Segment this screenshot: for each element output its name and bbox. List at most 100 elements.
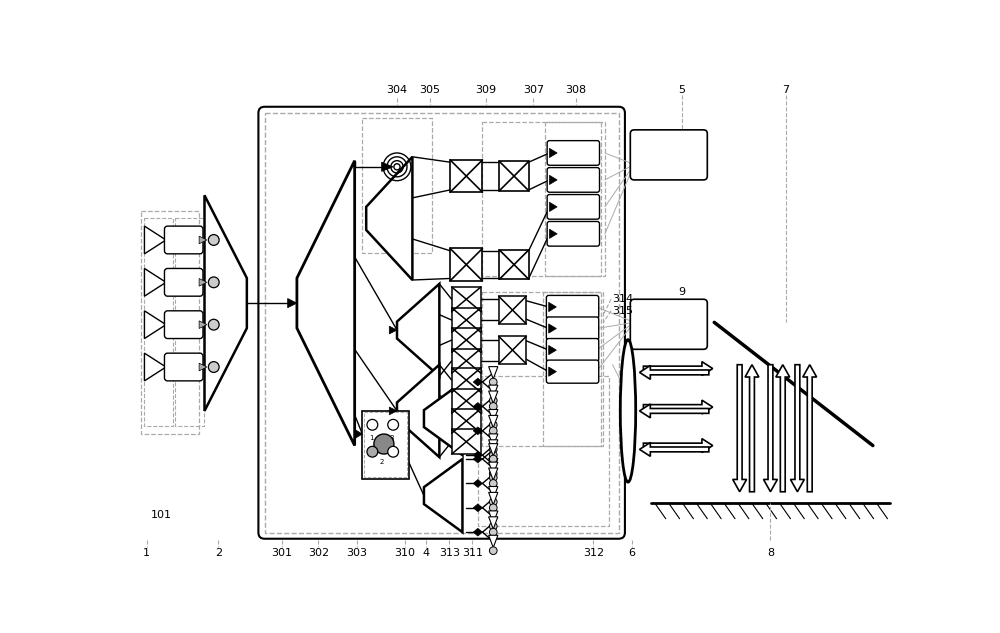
Text: 4: 4 <box>423 548 430 558</box>
Text: 1: 1 <box>369 435 374 441</box>
Polygon shape <box>489 415 498 428</box>
Ellipse shape <box>620 340 636 482</box>
FancyBboxPatch shape <box>362 411 409 479</box>
FancyBboxPatch shape <box>450 160 482 192</box>
FancyBboxPatch shape <box>546 339 599 361</box>
Text: 315: 315 <box>613 306 634 316</box>
FancyBboxPatch shape <box>546 317 599 340</box>
FancyBboxPatch shape <box>452 389 481 413</box>
FancyBboxPatch shape <box>452 349 481 373</box>
Text: 8: 8 <box>767 548 774 558</box>
Polygon shape <box>199 363 207 371</box>
Text: 302: 302 <box>308 548 329 558</box>
Polygon shape <box>489 367 498 379</box>
Polygon shape <box>473 455 482 463</box>
Circle shape <box>208 361 219 372</box>
Polygon shape <box>473 529 482 536</box>
Polygon shape <box>745 365 759 492</box>
Polygon shape <box>205 196 247 411</box>
Polygon shape <box>397 284 439 376</box>
Text: 305: 305 <box>420 85 441 95</box>
Polygon shape <box>389 407 397 415</box>
Circle shape <box>208 277 219 288</box>
FancyBboxPatch shape <box>546 296 599 318</box>
Text: 5: 5 <box>678 85 685 95</box>
Polygon shape <box>297 161 355 446</box>
FancyBboxPatch shape <box>547 141 600 165</box>
Circle shape <box>489 470 497 477</box>
FancyBboxPatch shape <box>452 328 481 353</box>
Polygon shape <box>640 365 709 379</box>
Polygon shape <box>144 268 166 296</box>
Polygon shape <box>199 279 207 286</box>
Polygon shape <box>489 487 498 499</box>
Circle shape <box>367 446 378 457</box>
Polygon shape <box>733 365 747 492</box>
FancyBboxPatch shape <box>452 408 481 433</box>
FancyBboxPatch shape <box>164 268 203 296</box>
Polygon shape <box>424 459 462 532</box>
Text: 301: 301 <box>271 548 292 558</box>
Text: 308: 308 <box>565 85 586 95</box>
FancyBboxPatch shape <box>164 226 203 254</box>
Polygon shape <box>489 462 498 475</box>
Text: 307: 307 <box>523 85 544 95</box>
Circle shape <box>489 421 497 429</box>
Polygon shape <box>549 229 557 239</box>
Text: 312: 312 <box>583 548 604 558</box>
Polygon shape <box>549 303 556 311</box>
Circle shape <box>489 427 497 435</box>
Polygon shape <box>549 148 557 158</box>
Polygon shape <box>643 400 713 414</box>
FancyBboxPatch shape <box>499 161 529 191</box>
FancyBboxPatch shape <box>499 296 526 324</box>
Polygon shape <box>549 175 557 185</box>
FancyBboxPatch shape <box>452 287 481 311</box>
FancyBboxPatch shape <box>499 250 529 279</box>
Polygon shape <box>803 365 817 492</box>
Polygon shape <box>489 468 498 480</box>
Polygon shape <box>389 326 397 334</box>
Text: 2: 2 <box>215 548 222 558</box>
Polygon shape <box>382 162 393 172</box>
Circle shape <box>489 529 497 536</box>
Polygon shape <box>473 427 482 435</box>
Polygon shape <box>473 451 482 459</box>
Polygon shape <box>549 346 556 354</box>
Polygon shape <box>489 444 498 456</box>
Circle shape <box>208 235 219 246</box>
Polygon shape <box>489 492 498 505</box>
Polygon shape <box>473 378 482 386</box>
Polygon shape <box>764 365 777 492</box>
Polygon shape <box>549 324 556 333</box>
Circle shape <box>388 420 399 430</box>
FancyBboxPatch shape <box>546 360 599 383</box>
Polygon shape <box>643 361 713 375</box>
Polygon shape <box>640 442 709 456</box>
FancyBboxPatch shape <box>547 168 600 192</box>
FancyBboxPatch shape <box>164 311 203 339</box>
Polygon shape <box>643 439 713 453</box>
Text: 2: 2 <box>379 460 384 465</box>
Circle shape <box>388 446 399 457</box>
FancyBboxPatch shape <box>547 222 600 246</box>
FancyBboxPatch shape <box>452 429 481 454</box>
Polygon shape <box>199 321 207 329</box>
Polygon shape <box>489 511 498 523</box>
FancyBboxPatch shape <box>547 194 600 219</box>
Polygon shape <box>489 536 498 548</box>
Polygon shape <box>473 504 482 511</box>
Circle shape <box>367 420 378 430</box>
Polygon shape <box>489 517 498 529</box>
Circle shape <box>489 446 497 453</box>
Polygon shape <box>489 458 498 470</box>
Circle shape <box>489 451 497 459</box>
Text: 1: 1 <box>143 548 150 558</box>
Text: 101: 101 <box>151 510 172 520</box>
Polygon shape <box>790 365 804 492</box>
Text: 9: 9 <box>678 287 685 296</box>
Circle shape <box>489 397 497 404</box>
Polygon shape <box>473 403 482 410</box>
Polygon shape <box>776 365 790 492</box>
Circle shape <box>489 378 497 386</box>
